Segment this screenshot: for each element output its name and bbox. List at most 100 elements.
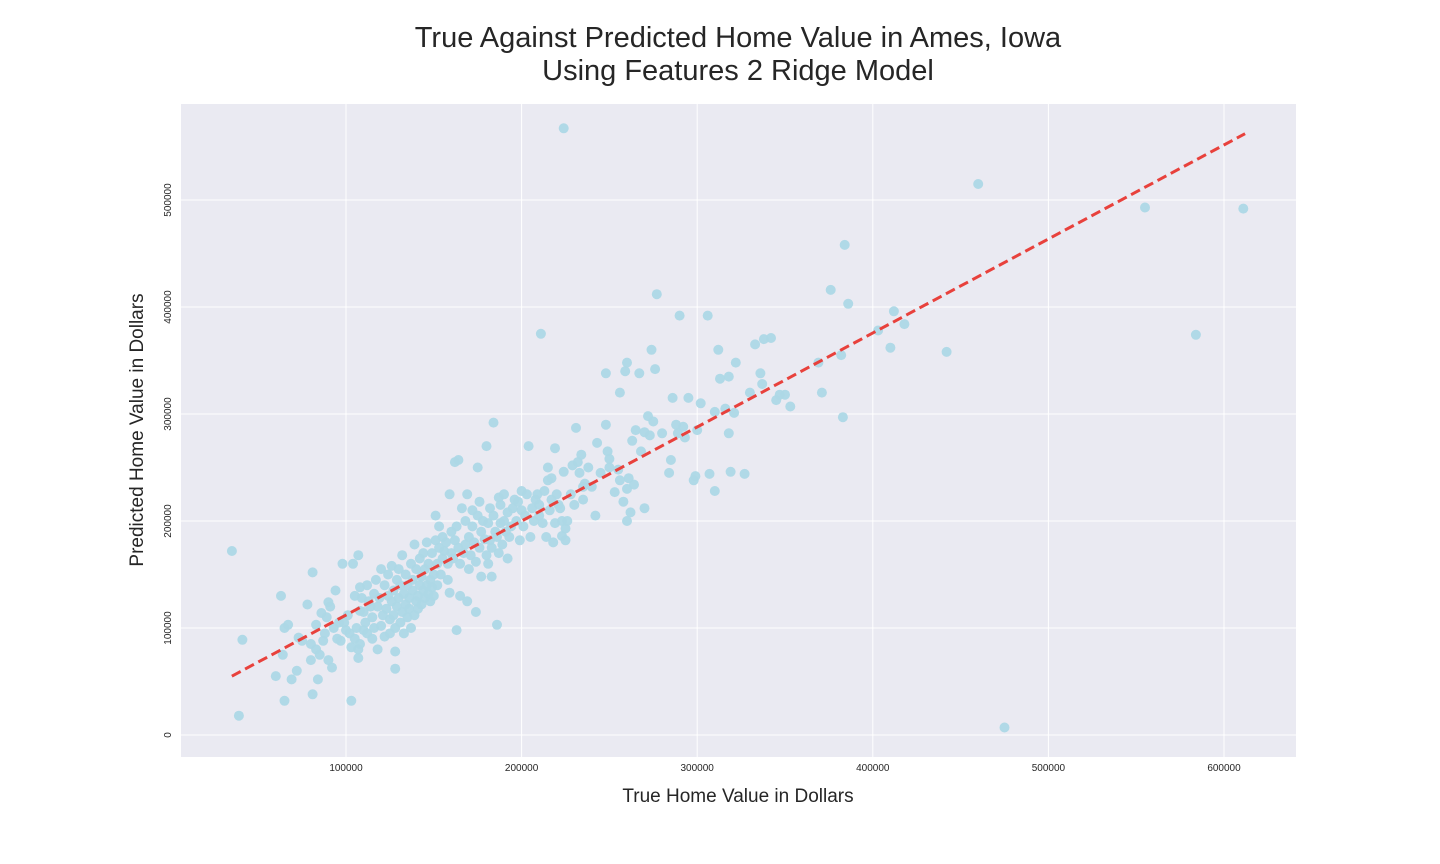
data-point — [367, 633, 378, 644]
data-point — [453, 455, 464, 465]
data-point — [406, 623, 416, 633]
data-point — [518, 521, 529, 532]
data-point — [276, 590, 286, 601]
x-tick-label: 300000 — [681, 763, 715, 774]
data-point — [460, 516, 471, 526]
data-point — [348, 558, 358, 569]
data-point — [470, 607, 481, 617]
data-point — [600, 419, 611, 430]
data-point — [1190, 329, 1201, 340]
data-point — [307, 567, 318, 578]
y-tick-labels: 0 100000 200000 300000 400000 500000 — [163, 183, 174, 738]
data-point — [383, 569, 394, 580]
data-point — [843, 298, 854, 309]
data-point — [481, 550, 492, 561]
data-point — [462, 489, 473, 500]
data-point — [226, 546, 237, 556]
data-point — [444, 489, 455, 500]
plot-area — [181, 104, 1296, 757]
x-tick-label: 500000 — [1032, 763, 1066, 774]
data-point — [504, 532, 515, 542]
data-point — [539, 486, 550, 496]
data-point — [355, 639, 365, 649]
data-point — [370, 574, 381, 585]
y-tick-label: 300000 — [163, 397, 174, 431]
data-point — [695, 398, 706, 409]
data-point — [537, 518, 548, 529]
data-point — [286, 674, 297, 685]
data-point — [634, 368, 645, 379]
data-point — [657, 428, 668, 439]
data-point — [481, 441, 492, 452]
reference-line — [231, 132, 1246, 678]
data-point — [474, 496, 485, 507]
data-point — [486, 571, 497, 582]
data-point — [627, 435, 638, 446]
data-point — [398, 628, 409, 639]
data-point — [548, 537, 559, 548]
data-point — [614, 475, 625, 486]
data-point — [455, 590, 466, 601]
data-point — [625, 507, 636, 518]
data-point — [342, 610, 353, 621]
data-point — [279, 695, 290, 706]
data-point — [590, 510, 601, 521]
data-point — [444, 587, 455, 598]
data-point — [492, 619, 502, 630]
data-point — [595, 467, 606, 478]
data-point — [233, 710, 244, 721]
data-point — [558, 123, 569, 134]
x-axis-label: True Home Value in Dollars — [622, 786, 853, 807]
data-point — [427, 548, 437, 559]
data-point — [423, 558, 434, 569]
data-point — [495, 499, 506, 510]
data-point — [395, 617, 406, 628]
data-point — [648, 416, 659, 427]
data-point — [755, 368, 766, 379]
data-point — [630, 425, 641, 436]
data-point — [550, 443, 560, 454]
data-point — [535, 328, 546, 339]
data-point — [237, 634, 248, 645]
data-point — [837, 412, 848, 423]
data-point — [1238, 203, 1249, 214]
data-point — [390, 646, 401, 657]
data-point — [664, 467, 675, 478]
data-point — [650, 364, 661, 375]
data-point — [667, 392, 678, 403]
data-point — [709, 486, 720, 496]
data-point — [434, 521, 445, 532]
data-point — [360, 617, 371, 628]
y-axis-label: Predicted Home Value in Dollars — [127, 293, 148, 566]
data-point — [562, 516, 573, 526]
data-point — [574, 467, 585, 478]
data-point — [456, 503, 467, 514]
data-points — [226, 123, 1249, 733]
data-point — [629, 479, 639, 490]
data-point — [544, 505, 555, 516]
data-point — [899, 319, 910, 330]
data-point — [715, 373, 725, 384]
data-point — [618, 496, 629, 507]
data-point — [497, 539, 508, 550]
data-point — [483, 558, 494, 569]
data-point — [600, 368, 611, 379]
data-point — [449, 535, 460, 546]
data-point — [305, 655, 316, 666]
x-tick-label: 600000 — [1207, 763, 1241, 774]
data-point — [488, 510, 499, 521]
data-point — [723, 428, 734, 439]
data-point — [542, 462, 553, 473]
data-point — [572, 457, 583, 468]
data-point — [636, 446, 646, 457]
data-point — [525, 532, 536, 542]
data-point — [270, 671, 281, 682]
data-point — [836, 350, 847, 361]
data-point — [393, 564, 404, 575]
data-point — [578, 494, 589, 505]
data-point — [622, 357, 632, 368]
data-point — [678, 421, 689, 432]
data-point — [702, 310, 713, 321]
data-point — [499, 489, 509, 500]
data-point — [376, 564, 387, 575]
